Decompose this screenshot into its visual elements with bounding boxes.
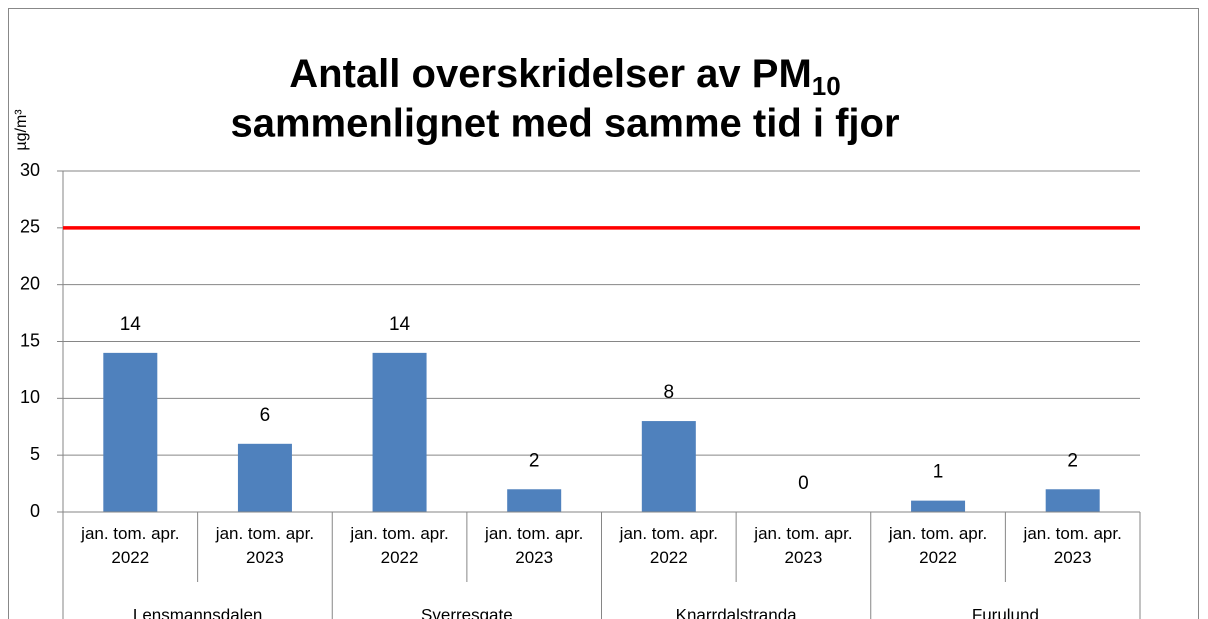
y-tick-label: 10 bbox=[20, 387, 40, 407]
data-label: 0 bbox=[798, 473, 809, 494]
y-tick-label: 0 bbox=[30, 501, 40, 521]
y-tick-label: 25 bbox=[20, 217, 40, 237]
data-label: 2 bbox=[1067, 450, 1078, 471]
bar bbox=[372, 352, 427, 512]
chart-border bbox=[8, 8, 1199, 619]
data-label: 8 bbox=[664, 382, 675, 403]
bar bbox=[103, 352, 158, 512]
title-subscript: 10 bbox=[812, 71, 841, 101]
x-tick-label: jan. tom. apr. 2022 bbox=[350, 524, 449, 567]
x-tick-label: jan. tom. apr. 2022 bbox=[888, 524, 988, 567]
data-label: 14 bbox=[120, 314, 142, 335]
chart-title: Antall overskridelser av PM10 bbox=[289, 52, 840, 101]
bar bbox=[1045, 489, 1100, 512]
bar bbox=[911, 500, 966, 512]
x-tick-label: jan. tom. apr. 2023 bbox=[1023, 524, 1122, 567]
bar bbox=[237, 443, 292, 512]
data-label: 14 bbox=[389, 314, 411, 335]
title-line: Antall overskridelser av PM bbox=[289, 52, 811, 96]
bar bbox=[507, 489, 562, 512]
data-label: 6 bbox=[260, 405, 271, 426]
x-tick-label: jan. tom. apr. 2023 bbox=[754, 524, 853, 567]
y-tick-label: 15 bbox=[20, 330, 40, 350]
data-label: 2 bbox=[529, 450, 540, 471]
x-tick-label: jan. tom. apr. 2022 bbox=[81, 524, 180, 567]
x-tick-label: jan. tom. apr. 2023 bbox=[485, 524, 584, 567]
y-tick-label: 30 bbox=[20, 160, 40, 180]
chart-title: sammenlignet med samme tid i fjor bbox=[230, 102, 899, 146]
group-label: Furulund bbox=[972, 605, 1039, 619]
bar bbox=[641, 421, 696, 512]
y-tick-label: 5 bbox=[30, 444, 40, 464]
x-tick-label: jan. tom. apr. 2023 bbox=[215, 524, 315, 567]
group-label: Lensmannsdalen bbox=[133, 605, 262, 619]
group-label: Knarrdalstranda bbox=[676, 605, 798, 619]
data-label: 1 bbox=[933, 462, 944, 483]
group-label: Sverresgate bbox=[421, 605, 513, 619]
y-tick-label: 20 bbox=[20, 273, 40, 293]
x-tick-label: jan. tom. apr. 2022 bbox=[619, 524, 718, 567]
y-axis-label: µg/m³ bbox=[13, 109, 30, 151]
